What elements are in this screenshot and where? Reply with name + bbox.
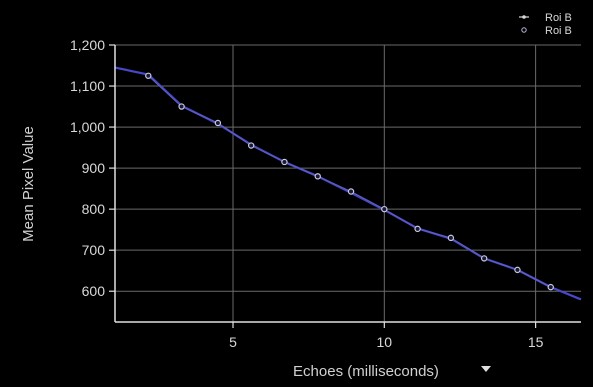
data-point	[514, 266, 521, 274]
data-point	[281, 158, 288, 166]
legend-item: Roi B	[521, 25, 572, 37]
legend-circle-icon	[521, 27, 527, 33]
x-tick-label: 10	[377, 334, 393, 350]
data-point	[178, 103, 185, 110]
data-point	[414, 225, 421, 233]
data-point	[447, 234, 455, 242]
legend-label: Roi B	[545, 25, 572, 37]
series-2	[145, 72, 554, 291]
x-axis-title[interactable]: Echoes (milliseconds)	[293, 363, 439, 380]
series-layer	[114, 66, 582, 301]
x-tick-label: 15	[528, 334, 544, 350]
x-axis-title-group[interactable]: Echoes (milliseconds)	[293, 363, 491, 380]
data-point	[247, 142, 255, 149]
data-point	[480, 255, 488, 262]
data-point	[314, 173, 321, 180]
grid	[115, 44, 581, 322]
series-1	[114, 66, 582, 301]
axes	[109, 44, 581, 328]
legend-item: Roi B	[519, 12, 572, 24]
y-tick-label: 600	[82, 283, 106, 299]
caret-down-icon[interactable]	[481, 366, 491, 372]
data-point	[381, 205, 388, 213]
y-tick-label: 1,100	[70, 78, 105, 94]
series-line	[147, 75, 551, 288]
series-line	[114, 66, 582, 301]
legend-label: Roi B	[545, 12, 572, 24]
x-tick-label: 5	[229, 334, 237, 350]
y-axis-title: Mean Pixel Value	[20, 126, 37, 242]
legend-dot-icon	[522, 15, 526, 19]
data-point	[347, 188, 355, 195]
y-tick-label: 800	[82, 201, 106, 217]
y-tick-label: 1,200	[70, 37, 105, 53]
y-tick-label: 700	[82, 242, 106, 258]
tick-labels: 600 700 800 900 1,000 1,100 1,200 5 10 15	[70, 37, 544, 350]
y-tick-label: 900	[82, 160, 106, 176]
y-tick-label: 1,000	[70, 119, 105, 135]
data-point	[145, 72, 152, 79]
data-point	[547, 283, 554, 291]
data-point	[214, 119, 222, 127]
